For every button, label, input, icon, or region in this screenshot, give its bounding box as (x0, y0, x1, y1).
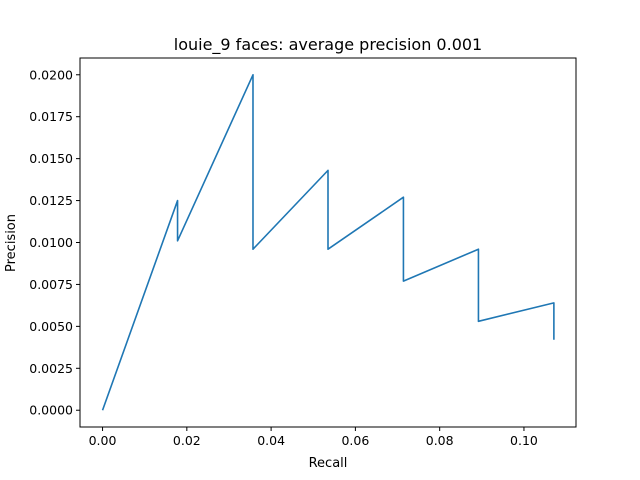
y-tick-label: 0.0000 (29, 403, 73, 418)
ticks-layer: 0.00 0.02 0.04 0.06 0.08 0.10 0.0000 0.0025 0.00… (29, 67, 538, 448)
x-tick-label: 0.06 (341, 433, 369, 448)
y-tick-label: 0.0025 (29, 361, 73, 376)
plot-layer (101, 73, 555, 411)
y-tick-label: 0.0050 (29, 319, 73, 334)
x-tick-label: 0.00 (89, 433, 117, 448)
y-axis-label: Precision (4, 214, 19, 272)
x-axis-label: Recall (309, 456, 348, 471)
chart-title: louie_9 faces: average precision 0.001 (174, 35, 482, 55)
x-tick-label: 0.08 (426, 433, 454, 448)
y-tick-label: 0.0075 (29, 277, 73, 292)
y-tick-label: 0.0200 (29, 67, 73, 82)
x-tick-label: 0.10 (510, 433, 538, 448)
y-tick-label: 0.0175 (29, 109, 73, 124)
plot-frame (79, 57, 577, 428)
series-line-0 (101, 73, 555, 411)
x-tick-label: 0.04 (257, 433, 285, 448)
x-tick-label: 0.02 (173, 433, 201, 448)
y-tick-label: 0.0150 (29, 151, 73, 166)
y-tick-label: 0.0125 (29, 193, 73, 208)
y-tick-label: 0.0100 (29, 235, 73, 250)
